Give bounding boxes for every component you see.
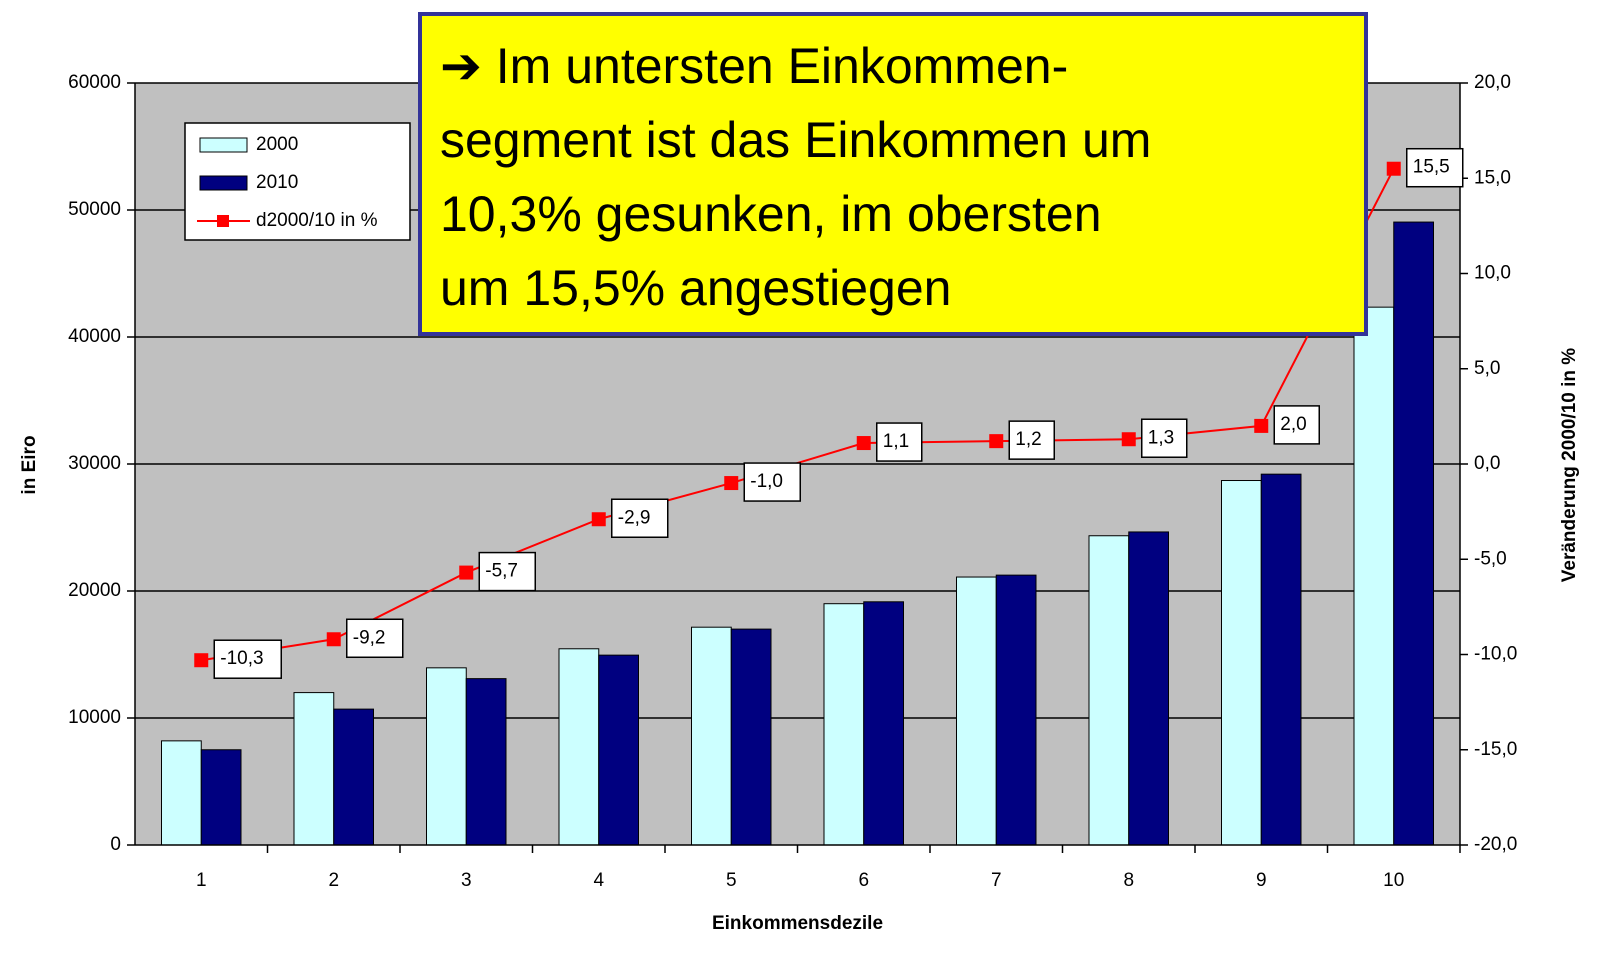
marker — [459, 565, 474, 580]
marker — [724, 476, 739, 491]
data-label: 1,3 — [1148, 427, 1174, 448]
bar — [333, 708, 374, 846]
legend-label: 2010 — [256, 172, 298, 193]
y-axis-title: in Eiro — [19, 435, 40, 494]
marker — [1121, 432, 1136, 447]
y-tick-label: 10000 — [68, 707, 121, 728]
bar — [1353, 306, 1395, 846]
y2-axis-title: Veränderung 2000/10 in % — [1559, 348, 1580, 583]
y2-tick-label: -20,0 — [1474, 834, 1517, 855]
data-label: 15,5 — [1413, 157, 1450, 178]
label-box — [743, 462, 801, 502]
legend-label: d2000/10 in % — [256, 210, 378, 231]
label-box — [213, 639, 282, 679]
x-tick-label: 8 — [1123, 870, 1134, 891]
bar — [691, 626, 732, 846]
label-box — [1273, 405, 1320, 445]
marker — [1386, 161, 1401, 176]
data-label: -1,0 — [750, 471, 783, 492]
x-tick-label: 10 — [1383, 870, 1404, 891]
data-label: -10,3 — [220, 648, 263, 669]
x-tick-label: 9 — [1256, 870, 1267, 891]
bar — [956, 576, 997, 846]
bar — [1393, 221, 1434, 846]
data-label: -2,9 — [618, 507, 651, 528]
data-label: 2,0 — [1280, 414, 1306, 435]
annotation-text: 10,3% gesunken, im obersten — [440, 186, 1102, 242]
legend-label: 2000 — [256, 134, 298, 155]
label-box — [611, 498, 669, 538]
y-tick-label: 30000 — [68, 453, 121, 474]
y2-tick-label: 20,0 — [1474, 72, 1511, 93]
y2-tick-label: -5,0 — [1474, 548, 1507, 569]
y2-tick-label: 0,0 — [1474, 453, 1500, 474]
x-tick-label: 6 — [858, 870, 869, 891]
y2-tick-label: -10,0 — [1474, 644, 1517, 665]
y2-tick-label: -15,0 — [1474, 739, 1517, 760]
bar — [426, 667, 467, 846]
label-box — [346, 618, 404, 659]
annotation-text: um 15,5% angestiegen — [440, 260, 951, 316]
marker — [326, 632, 341, 647]
x-tick-label: 7 — [991, 870, 1002, 891]
y-tick-label: 20000 — [68, 580, 121, 601]
marker — [591, 512, 606, 527]
y-tick-label: 60000 — [68, 72, 121, 93]
marker — [194, 653, 209, 668]
bar — [995, 574, 1037, 846]
x-tick-label: 5 — [726, 870, 737, 891]
bar — [1128, 531, 1169, 846]
label-box — [876, 422, 923, 462]
marker — [989, 434, 1004, 449]
bar — [730, 628, 772, 846]
data-label: 1,2 — [1015, 429, 1041, 450]
legend-swatch — [199, 137, 248, 153]
y-tick-label: 40000 — [68, 326, 121, 347]
annotation-text: segment ist das Einkommen um — [440, 112, 1151, 168]
bar — [1221, 480, 1262, 846]
x-tick-label: 2 — [328, 870, 339, 891]
legend-marker — [217, 215, 229, 227]
y-tick-label: 0 — [110, 834, 121, 855]
bar — [1260, 473, 1302, 846]
annotation-box — [418, 12, 1368, 336]
x-tick-label: 4 — [593, 870, 604, 891]
data-label: -9,2 — [353, 627, 386, 648]
label-box — [478, 551, 536, 592]
data-label: 1,1 — [883, 431, 909, 452]
y2-tick-label: 5,0 — [1474, 358, 1500, 379]
data-label: -5,7 — [485, 561, 518, 582]
label-box — [1008, 420, 1055, 460]
bar — [558, 648, 600, 846]
bar — [823, 603, 865, 846]
marker — [1254, 418, 1269, 433]
bar — [200, 749, 242, 846]
label-box — [1141, 418, 1188, 458]
y2-tick-label: 15,0 — [1474, 167, 1511, 188]
bar — [161, 740, 202, 846]
bar — [863, 601, 904, 846]
bar — [1088, 535, 1130, 846]
x-tick-label: 3 — [461, 870, 472, 891]
x-axis-title: Einkommensdezile — [712, 913, 883, 934]
y2-tick-label: 10,0 — [1474, 263, 1511, 284]
bar — [293, 692, 335, 846]
x-tick-label: 1 — [196, 870, 207, 891]
y-tick-label: 50000 — [68, 199, 121, 220]
annotation-text: ➔ Im untersten Einkommen- — [440, 38, 1068, 94]
bar — [465, 678, 507, 846]
label-box — [1406, 147, 1464, 188]
marker — [856, 436, 871, 451]
legend-swatch — [199, 175, 248, 191]
bar — [598, 654, 639, 846]
